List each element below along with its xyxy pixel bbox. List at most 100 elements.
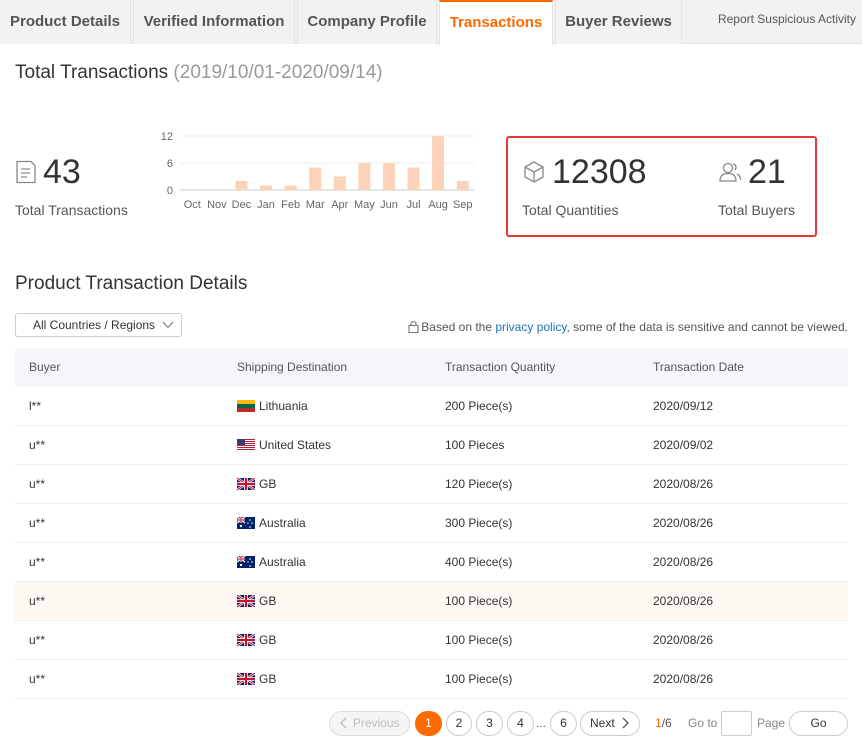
total-transactions-title: Total Transactions (2019/10/01-2020/09/1… bbox=[15, 62, 383, 84]
destination-cell: Lithuania bbox=[237, 387, 308, 426]
quantity-cell: 100 Piece(s) bbox=[445, 594, 513, 608]
page-label: Page bbox=[757, 716, 786, 730]
destination-cell: GB bbox=[237, 660, 276, 699]
bar-may bbox=[358, 163, 371, 190]
product-transaction-details-title: Product Transaction Details bbox=[15, 273, 248, 294]
highlight-box bbox=[506, 136, 817, 237]
quantity-cell: 400 Piece(s) bbox=[445, 555, 513, 569]
date-cell: 2020/08/26 bbox=[653, 633, 714, 647]
bar-aug bbox=[432, 136, 445, 190]
y-tick-label: 12 bbox=[161, 131, 173, 143]
next-label: Next bbox=[589, 716, 615, 730]
x-tick-label: Apr bbox=[331, 199, 348, 211]
australia-flag-icon bbox=[237, 555, 259, 569]
privacy-suffix: , some of the data is sensitive and cann… bbox=[566, 320, 848, 334]
x-tick-label: Jun bbox=[380, 199, 398, 211]
total-buyers-label: Total Buyers bbox=[718, 202, 796, 218]
page-1-button[interactable]: 1 bbox=[415, 711, 442, 736]
gb-flag-icon bbox=[237, 633, 259, 647]
monthly-transactions-chart: 12 6 0 Oct Nov Dec Jan Feb Mar Apr May Jun Jul Aug Sep bbox=[161, 131, 475, 211]
date-range: (2019/10/01-2020/09/14) bbox=[173, 62, 383, 83]
quantity-cell: 100 Piece(s) bbox=[445, 633, 513, 647]
go-button[interactable]: Go bbox=[789, 711, 848, 736]
australia-flag-icon bbox=[237, 516, 259, 530]
quantity-cell: 100 Pieces bbox=[445, 438, 505, 452]
destination-name: GB bbox=[259, 594, 277, 608]
goto-label: Go to bbox=[688, 716, 718, 730]
destination-name: Australia bbox=[259, 555, 306, 569]
destination-cell: GB bbox=[237, 621, 276, 660]
page-4-button[interactable]: 4 bbox=[507, 711, 534, 736]
destination-cell: GB bbox=[237, 465, 276, 504]
bar-feb bbox=[284, 185, 297, 190]
buyer-cell: u** bbox=[29, 633, 46, 647]
tab-company-profile[interactable]: Company Profile bbox=[297, 0, 437, 44]
date-cell: 2020/08/26 bbox=[653, 477, 714, 491]
tab-transactions[interactable]: Transactions bbox=[439, 0, 553, 45]
bar-jan bbox=[260, 185, 273, 190]
table-row: u** Australia 400 Piece(s) 2020/08/26 bbox=[15, 543, 848, 582]
date-cell: 2020/08/26 bbox=[653, 594, 714, 608]
transactions-table: Buyer Shipping Destination Transaction Q… bbox=[15, 348, 848, 699]
total-quantities-value: 12308 bbox=[552, 153, 647, 191]
page-6-button[interactable]: 6 bbox=[550, 711, 577, 736]
x-tick-label: Jan bbox=[257, 199, 275, 211]
table-row: u** Australia 300 Piece(s) 2020/08/26 bbox=[15, 504, 848, 543]
total-buyers-value: 21 bbox=[748, 153, 786, 191]
page-2-button[interactable]: 2 bbox=[446, 711, 472, 736]
x-tick-label: May bbox=[354, 199, 375, 211]
date-cell: 2020/08/26 bbox=[653, 516, 714, 530]
header-transaction-date: Transaction Date bbox=[653, 360, 744, 374]
x-tick-label: Mar bbox=[306, 199, 325, 211]
buyer-cell: u** bbox=[29, 555, 46, 569]
bar-dec bbox=[235, 181, 248, 190]
bar-jun bbox=[382, 163, 395, 190]
destination-name: Lithuania bbox=[259, 399, 308, 413]
bar-sep bbox=[456, 181, 469, 190]
date-cell: 2020/09/02 bbox=[653, 438, 714, 452]
date-cell: 2020/08/26 bbox=[653, 555, 714, 569]
destination-name: GB bbox=[259, 633, 277, 647]
table-row: l** Lithuania 200 Piece(s) 2020/09/12 bbox=[15, 387, 848, 426]
quantity-cell: 100 Piece(s) bbox=[445, 672, 513, 686]
total-transactions-heading: Total Transactions bbox=[15, 62, 169, 83]
next-button[interactable]: Next bbox=[580, 711, 640, 736]
quantity-cell: 200 Piece(s) bbox=[445, 399, 513, 413]
country-select-value: All Countries / Regions bbox=[33, 318, 156, 332]
privacy-policy-link[interactable]: privacy policy bbox=[495, 320, 567, 334]
current-page: 1 bbox=[655, 716, 662, 730]
destination-cell: United States bbox=[237, 426, 331, 465]
table-row: u** GB 100 Piece(s) 2020/08/26 bbox=[15, 621, 848, 660]
country-region-select[interactable]: All Countries / Regions bbox=[15, 313, 182, 337]
destination-cell: GB bbox=[237, 582, 276, 621]
buyer-cell: l** bbox=[29, 399, 42, 413]
destination-cell: Australia bbox=[237, 504, 306, 543]
x-tick-label: Feb bbox=[281, 199, 300, 211]
chevron-left-icon bbox=[339, 714, 349, 737]
y-tick-label: 0 bbox=[167, 185, 173, 197]
pagination: Previous 1 2 3 4 ... 6 Next 1/6 Go to Pa… bbox=[0, 711, 862, 737]
tab-buyer-reviews[interactable]: Buyer Reviews bbox=[555, 0, 682, 44]
tab-verified-information[interactable]: Verified Information bbox=[133, 0, 295, 44]
buyer-cell: u** bbox=[29, 477, 46, 491]
bar-jul bbox=[407, 167, 420, 190]
tab-bar: Product Details Verified Information Com… bbox=[0, 0, 862, 45]
gb-flag-icon bbox=[237, 594, 259, 608]
quantity-cell: 300 Piece(s) bbox=[445, 516, 513, 530]
page-3-button[interactable]: 3 bbox=[476, 711, 503, 736]
previous-button[interactable]: Previous bbox=[329, 711, 410, 736]
y-tick-label: 6 bbox=[167, 158, 173, 170]
gb-flag-icon bbox=[237, 477, 259, 491]
tab-product-details[interactable]: Product Details bbox=[0, 0, 131, 44]
chevron-down-icon bbox=[161, 317, 175, 339]
buyers-icon bbox=[718, 160, 742, 189]
date-cell: 2020/09/12 bbox=[653, 399, 714, 413]
quantity-cell: 120 Piece(s) bbox=[445, 477, 513, 491]
header-shipping-destination: Shipping Destination bbox=[237, 360, 348, 374]
report-suspicious-activity-link[interactable]: Report Suspicious Activity bbox=[717, 12, 856, 26]
destination-cell: Australia bbox=[237, 543, 306, 582]
bar-apr bbox=[333, 176, 346, 190]
total-transactions-value: 43 bbox=[43, 153, 81, 191]
goto-page-input[interactable] bbox=[721, 711, 752, 736]
table-row: u** United States 100 Pieces 2020/09/02 bbox=[15, 426, 848, 465]
